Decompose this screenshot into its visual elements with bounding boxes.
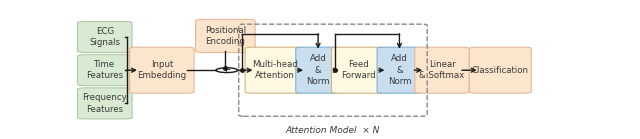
Text: Add
&
Norm: Add & Norm [307, 54, 330, 86]
FancyBboxPatch shape [196, 19, 255, 53]
FancyBboxPatch shape [245, 47, 305, 93]
FancyBboxPatch shape [77, 22, 132, 53]
FancyBboxPatch shape [332, 47, 386, 93]
FancyBboxPatch shape [377, 47, 422, 93]
FancyBboxPatch shape [296, 47, 340, 93]
Text: Input
Embedding: Input Embedding [137, 60, 186, 80]
FancyBboxPatch shape [77, 55, 132, 86]
FancyBboxPatch shape [469, 47, 531, 93]
Text: Feed
Forward: Feed Forward [341, 60, 376, 80]
Text: Positional
Encoding: Positional Encoding [205, 26, 246, 46]
FancyBboxPatch shape [77, 88, 132, 119]
Text: Multi-head
Attention: Multi-head Attention [252, 60, 298, 80]
Text: Add
&
Norm: Add & Norm [388, 54, 411, 86]
Text: ECG
Signals: ECG Signals [90, 27, 120, 47]
Text: Frequency
Features: Frequency Features [83, 93, 127, 114]
Text: +: + [222, 65, 232, 75]
FancyBboxPatch shape [415, 47, 469, 93]
Text: Time
Features: Time Features [86, 60, 124, 80]
FancyBboxPatch shape [129, 47, 194, 93]
Text: Classification: Classification [472, 66, 529, 75]
Text: Attention Model  × N: Attention Model × N [286, 126, 380, 135]
Text: Linear
& Softmax: Linear & Softmax [419, 60, 465, 80]
